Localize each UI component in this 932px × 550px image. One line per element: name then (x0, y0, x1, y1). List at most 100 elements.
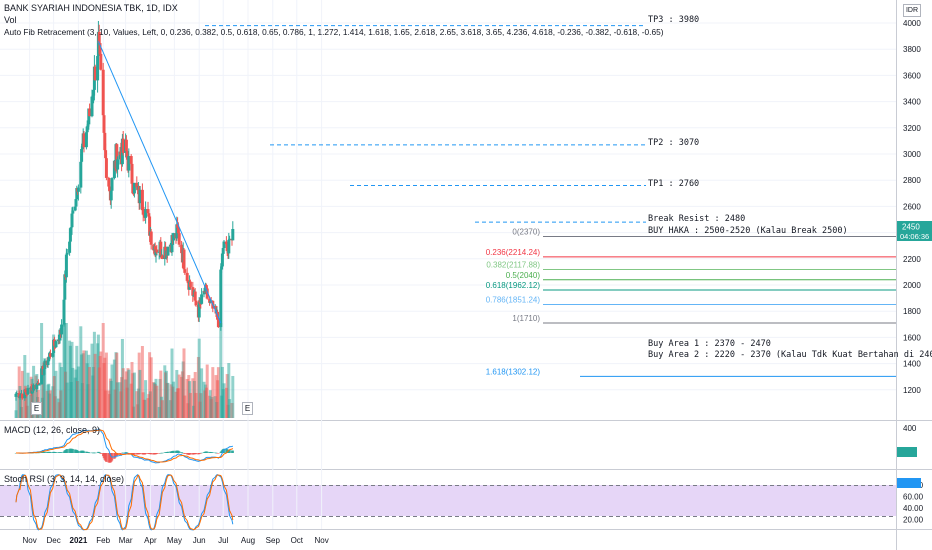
macd-histogram-bar (228, 450, 231, 453)
volume-bar (185, 378, 189, 418)
volume-bar (132, 372, 136, 418)
tp2-label: TP2 : 3070 (648, 138, 699, 148)
fib-level-label: 0.236(2214.24) (486, 248, 541, 257)
price-tick-label: 3800 (903, 45, 921, 54)
time-tick-label: Mar (119, 536, 133, 545)
break-resist-label: Break Resist : 2480 (648, 214, 745, 224)
candle-body (103, 132, 107, 151)
candle-body (84, 132, 88, 148)
currency-badge[interactable]: IDR (903, 4, 921, 17)
volume-bar (194, 392, 198, 418)
candle-body (220, 266, 224, 270)
earnings-marker[interactable]: E (242, 402, 253, 415)
macd-histogram-bar (194, 453, 198, 455)
volume-bar (183, 395, 187, 418)
candle-body (104, 150, 108, 159)
candle-body (227, 239, 231, 254)
candle-body (52, 339, 56, 346)
candle-body (46, 360, 50, 366)
candle-body (24, 392, 28, 394)
candle-body (155, 249, 159, 253)
volume-bar (64, 323, 68, 418)
macd-histogram-bar (206, 451, 209, 453)
countdown-value: 04:06:36 (900, 232, 929, 241)
trendline[interactable] (97, 41, 222, 324)
volume-bar (170, 348, 174, 418)
volume-bar (172, 381, 176, 418)
time-tick-label: Sep (266, 536, 281, 545)
candle-body (221, 247, 225, 254)
candle-body (108, 186, 112, 192)
candle-body (204, 285, 208, 289)
candle-body (140, 189, 144, 211)
volume-bar (71, 367, 75, 418)
target-levels (205, 25, 646, 223)
candle-body (48, 353, 52, 357)
macd-histogram-bar (200, 452, 203, 454)
candle-body (102, 115, 106, 133)
buy-area1-label: Buy Area 1 : 2370 - 2470 (648, 339, 771, 349)
price-tick-label: 3000 (903, 150, 921, 159)
candle-body (82, 133, 86, 148)
candle-body (60, 324, 64, 335)
macd-histogram-bar (71, 449, 74, 453)
candle-body (124, 139, 128, 152)
macd-histogram-bar (183, 453, 186, 454)
candle-body (75, 188, 79, 200)
candle-body (97, 31, 101, 44)
candle-body (197, 302, 201, 318)
time-tick-label: May (167, 536, 182, 545)
macd-histogram-bar (150, 453, 153, 455)
fib-level-label: 0.382(2117.88) (486, 261, 540, 270)
volume-bar (58, 362, 62, 418)
tp1-label: TP1 : 2760 (648, 179, 699, 189)
volume-bar (65, 382, 69, 418)
price-tick-label: 2000 (903, 281, 921, 290)
volume-bar (205, 364, 209, 418)
volume-bar (35, 374, 39, 418)
price-tick-label: 2600 (903, 202, 921, 211)
candle-body (193, 291, 197, 301)
fib-level-label: 1(1710) (512, 314, 540, 323)
candle-body (225, 244, 229, 252)
volume-bar (231, 375, 235, 418)
time-tick-label: Nov (314, 536, 328, 545)
buy-haka-label: BUY HAKA : 2500-2520 (Kalau Break 2500) (648, 226, 848, 236)
macd-histogram-bar (43, 451, 46, 453)
volume-bar (127, 369, 131, 418)
candle-body (32, 385, 36, 391)
candle-body (93, 66, 97, 81)
volume-indicator-label: Vol (4, 15, 17, 25)
volume-bar (60, 367, 64, 418)
candle-body (69, 227, 73, 229)
volume-bar (200, 368, 204, 418)
candle-body (54, 341, 58, 348)
volume-bar (227, 363, 231, 418)
time-tick-label: Oct (291, 536, 304, 545)
last-price-value: 2450 (902, 223, 920, 232)
macd-histogram-bar (98, 452, 102, 454)
macd-histogram-bar (161, 452, 164, 454)
candle-body (91, 95, 95, 97)
volume-bar (43, 358, 47, 418)
signal-line (15, 429, 234, 463)
candle-body (64, 254, 68, 278)
price-axis: 1200140016001800200022002400260028003000… (903, 19, 921, 395)
candle-body (99, 53, 103, 70)
candle-body (214, 306, 218, 314)
candle-body (68, 228, 72, 242)
candle-body (170, 235, 174, 253)
candle-body (146, 209, 150, 214)
price-tick-label: 2800 (903, 176, 921, 185)
earnings-marker[interactable]: E (31, 402, 42, 415)
candle-body (71, 210, 75, 214)
candle-body (65, 252, 69, 255)
price-tick-label: 3200 (903, 124, 921, 133)
candle-body (98, 43, 102, 54)
macd-histogram-bar (231, 450, 234, 453)
candle-body (135, 182, 139, 188)
volume-bar (76, 366, 80, 418)
volume-bar (103, 357, 107, 418)
rsi-tick-label: 60.00 (903, 493, 924, 502)
